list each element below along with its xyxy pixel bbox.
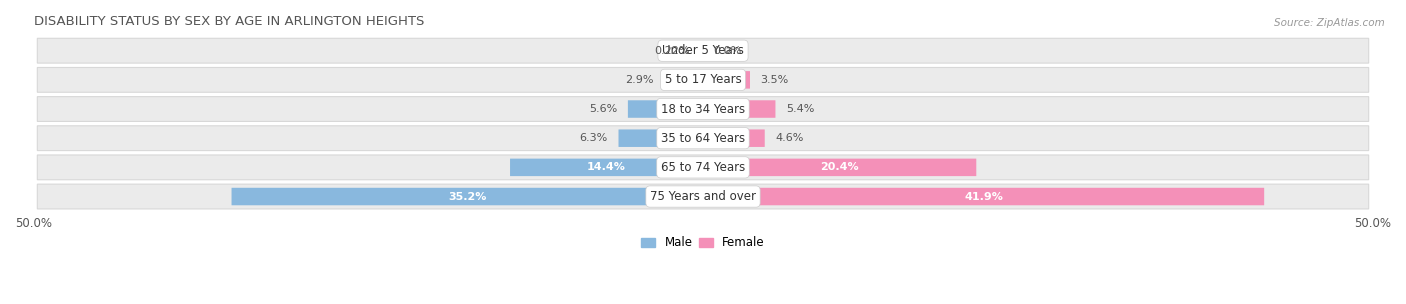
Text: 0.0%: 0.0% (714, 46, 742, 56)
FancyBboxPatch shape (38, 67, 1368, 92)
FancyBboxPatch shape (38, 155, 1368, 180)
Text: DISABILITY STATUS BY SEX BY AGE IN ARLINGTON HEIGHTS: DISABILITY STATUS BY SEX BY AGE IN ARLIN… (34, 15, 423, 28)
FancyBboxPatch shape (703, 130, 765, 147)
Text: 5 to 17 Years: 5 to 17 Years (665, 73, 741, 86)
FancyBboxPatch shape (628, 100, 703, 118)
FancyBboxPatch shape (38, 126, 1368, 150)
Text: 3.5%: 3.5% (761, 75, 789, 85)
Text: 5.4%: 5.4% (786, 104, 814, 114)
FancyBboxPatch shape (700, 42, 703, 60)
Text: 4.6%: 4.6% (775, 133, 804, 143)
Text: 18 to 34 Years: 18 to 34 Years (661, 102, 745, 116)
Text: 35 to 64 Years: 35 to 64 Years (661, 132, 745, 145)
Legend: Male, Female: Male, Female (637, 232, 769, 254)
Text: 2.9%: 2.9% (624, 75, 654, 85)
Text: 5.6%: 5.6% (589, 104, 617, 114)
Text: 35.2%: 35.2% (449, 192, 486, 202)
Text: Under 5 Years: Under 5 Years (662, 44, 744, 57)
Text: 6.3%: 6.3% (579, 133, 607, 143)
Text: 65 to 74 Years: 65 to 74 Years (661, 161, 745, 174)
FancyBboxPatch shape (664, 71, 703, 88)
Text: 41.9%: 41.9% (965, 192, 1002, 202)
FancyBboxPatch shape (38, 38, 1368, 63)
FancyBboxPatch shape (619, 130, 703, 147)
Text: 0.22%: 0.22% (654, 46, 689, 56)
FancyBboxPatch shape (703, 71, 749, 88)
Text: Source: ZipAtlas.com: Source: ZipAtlas.com (1274, 18, 1385, 28)
FancyBboxPatch shape (38, 97, 1368, 121)
FancyBboxPatch shape (703, 188, 1264, 205)
Text: 20.4%: 20.4% (820, 162, 859, 172)
FancyBboxPatch shape (510, 159, 703, 176)
FancyBboxPatch shape (232, 188, 703, 205)
FancyBboxPatch shape (38, 184, 1368, 209)
Text: 75 Years and over: 75 Years and over (650, 190, 756, 203)
Text: 14.4%: 14.4% (588, 162, 626, 172)
FancyBboxPatch shape (703, 159, 976, 176)
FancyBboxPatch shape (703, 100, 776, 118)
